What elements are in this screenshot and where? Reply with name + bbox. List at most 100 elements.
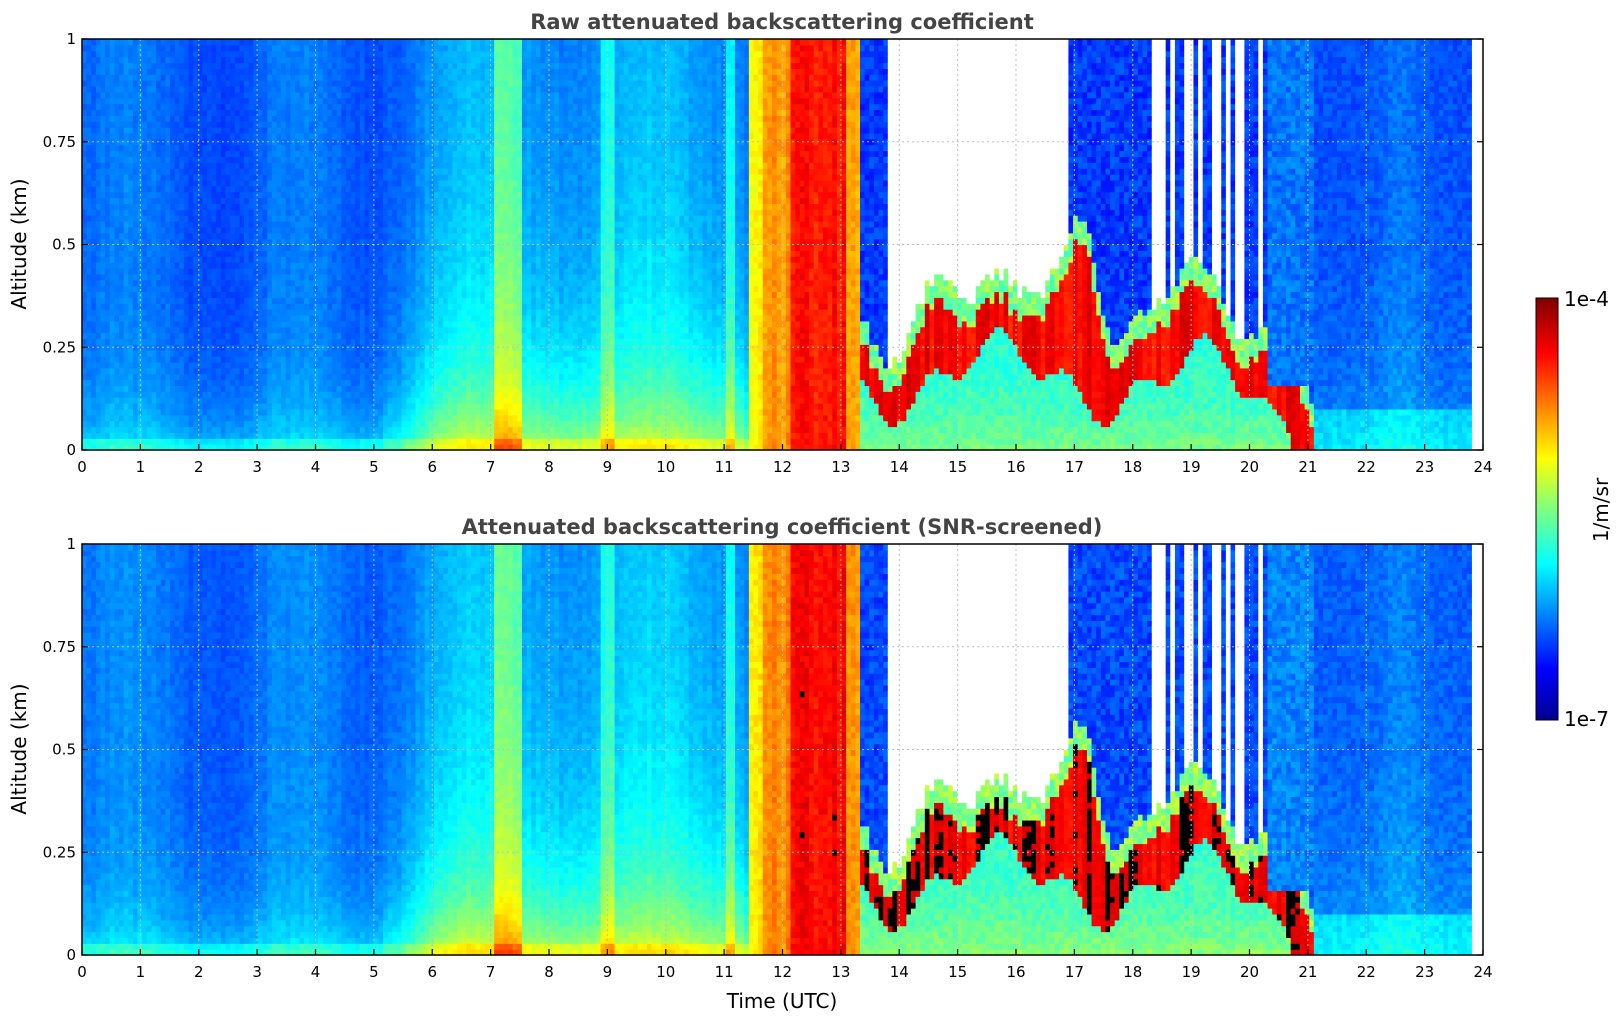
heatmap-cell bbox=[91, 191, 97, 199]
heatmap-cell bbox=[234, 332, 241, 340]
heatmap-cell bbox=[336, 115, 342, 122]
heatmap-cell bbox=[156, 361, 162, 369]
heatmap-cell bbox=[109, 232, 116, 240]
heatmap-cell bbox=[160, 50, 166, 58]
heatmap-cell bbox=[169, 391, 176, 398]
heatmap-cell bbox=[197, 338, 204, 345]
heatmap-cell bbox=[193, 279, 199, 287]
heatmap-cell bbox=[174, 127, 180, 134]
heatmap-cell bbox=[392, 109, 398, 116]
heatmap-cell bbox=[100, 156, 106, 163]
heatmap-cell bbox=[257, 385, 264, 392]
heatmap-cell bbox=[160, 420, 166, 428]
heatmap-cell bbox=[239, 279, 245, 287]
heatmap-cell bbox=[285, 267, 291, 275]
heatmap-cell bbox=[230, 297, 236, 304]
heatmap-cell bbox=[248, 379, 254, 387]
heatmap-cell bbox=[257, 273, 264, 281]
heatmap-cell bbox=[392, 138, 398, 146]
heatmap-cell bbox=[299, 432, 305, 439]
heatmap-cell bbox=[267, 250, 273, 257]
heatmap-cell bbox=[151, 185, 157, 193]
heatmap-cell bbox=[262, 391, 268, 398]
heatmap-cell bbox=[336, 367, 342, 375]
heatmap-cell bbox=[248, 150, 254, 158]
heatmap-cell bbox=[359, 314, 366, 322]
heatmap-cell bbox=[193, 62, 199, 69]
heatmap-cell bbox=[137, 309, 143, 316]
heatmap-cell bbox=[271, 297, 278, 304]
heatmap-cell bbox=[332, 74, 338, 81]
heatmap-cell bbox=[295, 297, 301, 304]
heatmap-cell bbox=[401, 356, 407, 363]
heatmap-cell bbox=[179, 385, 185, 392]
heatmap-cell bbox=[225, 408, 231, 416]
heatmap-cell bbox=[220, 267, 227, 275]
heatmap-cell bbox=[322, 256, 329, 263]
heatmap-cell bbox=[137, 403, 143, 410]
heatmap-cell bbox=[156, 397, 162, 404]
heatmap-cell bbox=[142, 320, 148, 328]
heatmap-cell bbox=[401, 397, 407, 404]
heatmap-cell bbox=[239, 127, 245, 134]
heatmap-cell bbox=[193, 74, 199, 81]
heatmap-cell bbox=[304, 226, 310, 234]
heatmap-cell bbox=[373, 285, 379, 293]
heatmap-cell bbox=[355, 191, 361, 199]
heatmap-cell bbox=[327, 444, 333, 450]
heatmap-cell bbox=[225, 103, 231, 111]
heatmap-cell bbox=[216, 221, 222, 228]
heatmap-cell bbox=[234, 215, 241, 222]
heatmap-cell bbox=[364, 403, 370, 410]
heatmap-cell bbox=[234, 115, 241, 122]
heatmap-cell bbox=[327, 303, 333, 310]
heatmap-cell bbox=[304, 221, 310, 228]
heatmap-cell bbox=[378, 115, 384, 122]
heatmap-cell bbox=[207, 426, 213, 433]
heatmap-cell bbox=[156, 408, 162, 416]
heatmap-cell bbox=[383, 279, 389, 287]
heatmap-cell bbox=[313, 397, 319, 404]
heatmap-cell bbox=[193, 303, 199, 310]
heatmap-cell bbox=[359, 203, 366, 210]
heatmap-cell bbox=[146, 273, 153, 281]
heatmap-cell bbox=[216, 109, 222, 116]
heatmap-cell bbox=[271, 150, 278, 158]
heatmap-cell bbox=[146, 297, 153, 304]
heatmap-cell bbox=[392, 115, 398, 122]
heatmap-cell bbox=[359, 174, 366, 181]
heatmap-cell bbox=[392, 103, 398, 111]
heatmap-cell bbox=[336, 250, 342, 257]
heatmap-cell bbox=[248, 56, 254, 64]
heatmap-cell bbox=[401, 426, 407, 433]
heatmap-cell bbox=[128, 338, 134, 345]
heatmap-cell bbox=[378, 350, 384, 357]
heatmap-cell bbox=[318, 39, 324, 46]
heatmap-cell bbox=[100, 314, 106, 322]
heatmap-cell bbox=[336, 185, 342, 193]
heatmap-cell bbox=[355, 314, 361, 322]
heatmap-cell bbox=[146, 267, 153, 275]
heatmap-cell bbox=[396, 314, 403, 322]
heatmap-cell bbox=[119, 197, 125, 204]
heatmap-cell bbox=[188, 397, 194, 404]
heatmap-cell bbox=[193, 156, 199, 163]
heatmap-cell bbox=[285, 121, 291, 128]
heatmap-cell bbox=[383, 44, 389, 52]
heatmap-cell bbox=[295, 408, 301, 416]
heatmap-cell bbox=[341, 373, 347, 381]
heatmap-cell bbox=[105, 309, 111, 316]
heatmap-cell bbox=[267, 209, 273, 216]
heatmap-cell bbox=[165, 356, 171, 363]
heatmap-cell bbox=[202, 203, 208, 210]
heatmap-cell bbox=[355, 250, 361, 257]
heatmap-cell bbox=[132, 162, 139, 169]
heatmap-cell bbox=[142, 121, 148, 128]
heatmap-cell bbox=[383, 285, 389, 293]
heatmap-cell bbox=[281, 215, 287, 222]
heatmap-cell bbox=[105, 432, 111, 439]
heatmap-cell bbox=[91, 132, 97, 140]
heatmap-cell bbox=[396, 438, 403, 445]
heatmap-cell bbox=[373, 414, 379, 422]
heatmap-cell bbox=[248, 121, 254, 128]
